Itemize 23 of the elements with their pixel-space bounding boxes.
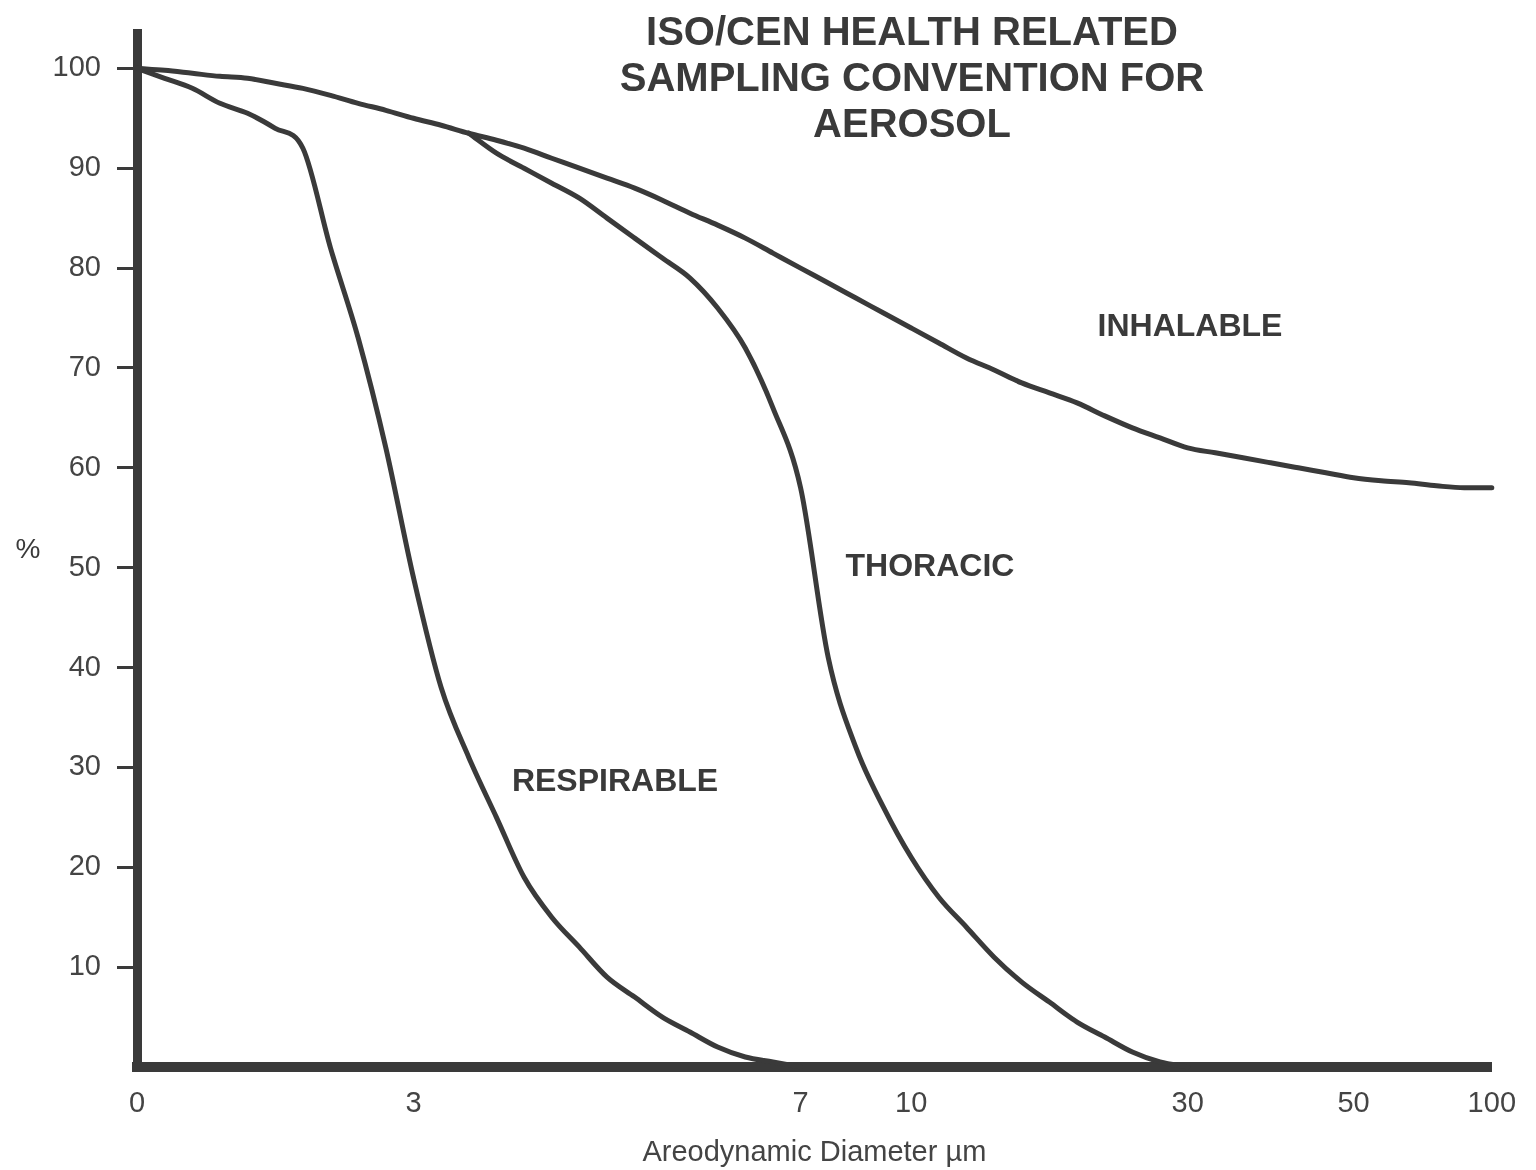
y-tick-label: 70	[68, 349, 101, 382]
y-tick-label: 90	[68, 150, 101, 183]
text: ISO/CEN HEALTH RELATED SAMPLING CONVENTION FOR AEROSOL	[619, 9, 1205, 146]
x-tick-label: 30	[1171, 1086, 1204, 1119]
y-tick-label: 30	[68, 749, 101, 782]
y-tick-label: 100	[52, 50, 101, 83]
x-tick-label: 100	[1467, 1086, 1516, 1119]
y-tick-label: 40	[68, 649, 101, 682]
series-label: INHALABLE	[1097, 306, 1283, 343]
x-tick-label: 50	[1337, 1086, 1370, 1119]
y-tick-label: 10	[68, 949, 101, 982]
y-tick-label: 50	[68, 549, 101, 582]
series-label: THORACIC	[845, 546, 1015, 583]
y-tick-label: 60	[68, 449, 101, 482]
y-axis-title: %	[15, 532, 41, 564]
y-tick-label: 80	[68, 250, 101, 283]
x-tick-label: 7	[792, 1086, 809, 1119]
x-tick-label: 0	[128, 1086, 146, 1119]
x-axis-title: Areodynamic Diameter µm	[642, 1134, 987, 1167]
y-tick-label: 20	[68, 849, 101, 882]
series-label: RESPIRABLE	[511, 761, 719, 798]
x-tick-label: 3	[405, 1086, 422, 1119]
x-tick-label: 10	[895, 1086, 928, 1119]
